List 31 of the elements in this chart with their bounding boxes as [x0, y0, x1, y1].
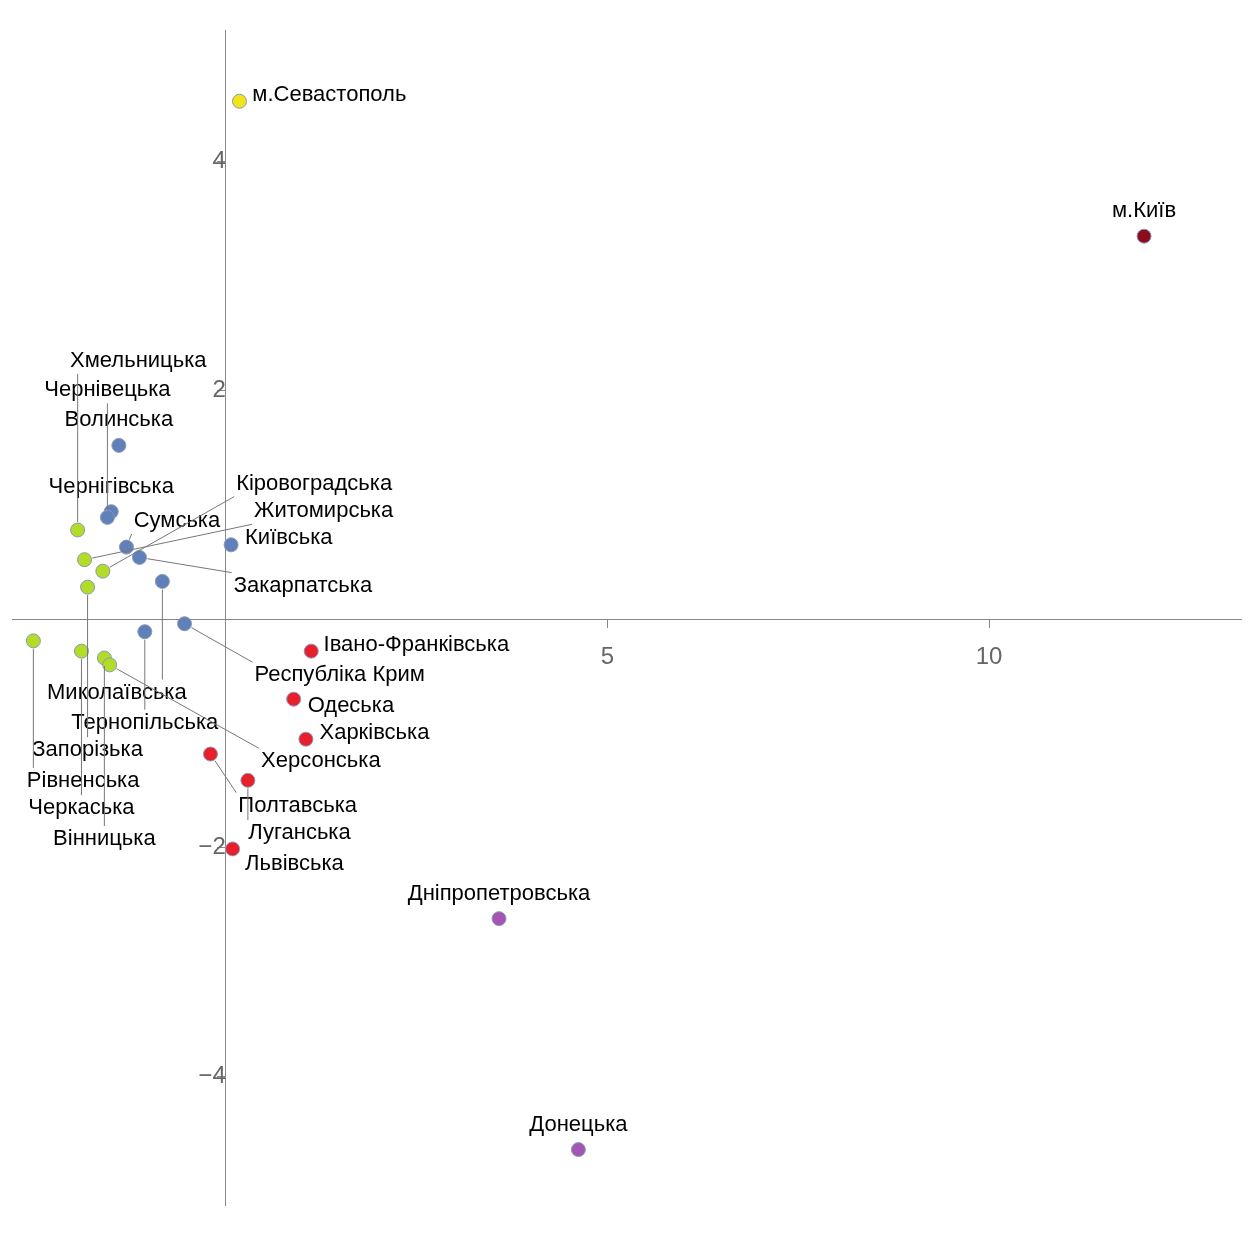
- annotation: Харківська: [319, 718, 431, 744]
- y-tick-label: −4: [198, 1061, 226, 1089]
- annotation: Житомирська: [254, 497, 394, 523]
- annotation: Чернівецька: [44, 376, 172, 402]
- annotation: Львівська: [245, 850, 345, 876]
- annotation: Івано-Франківська: [323, 630, 510, 656]
- annotation: Черкаська: [28, 794, 136, 820]
- annotation: Миколаївська: [47, 678, 188, 704]
- annotation: Чернігівська: [48, 472, 175, 498]
- annotation: Кіровоградська: [236, 469, 393, 495]
- annotation: Сумська: [133, 507, 221, 533]
- annotation: Запорізька: [32, 736, 144, 762]
- annotation: Закарпатська: [233, 571, 373, 597]
- annotation: Херсонська: [261, 747, 382, 773]
- annotation: Республіка Крим: [254, 661, 425, 687]
- annotation: Одеська: [307, 691, 395, 717]
- y-tick-label: −2: [198, 832, 226, 860]
- annotation: Тернопільська: [71, 708, 220, 734]
- annotation: Полтавська: [238, 791, 358, 817]
- annotation: Дніпропетровська: [407, 879, 592, 905]
- annotation: Луганська: [248, 819, 352, 845]
- annotation: Київська: [245, 524, 334, 550]
- x-tick-label: 10: [975, 642, 1003, 670]
- annotation: Рівненська: [26, 766, 141, 792]
- annotation: м.Київ: [1111, 197, 1177, 223]
- annotation: м.Севастополь: [252, 80, 407, 106]
- annotation: Донецька: [529, 1110, 629, 1136]
- annotation: Хмельницька: [70, 347, 208, 372]
- x-tick-label: 5: [600, 642, 615, 670]
- annotation: Волинська: [64, 406, 174, 432]
- annotation: Вінницька: [53, 825, 157, 851]
